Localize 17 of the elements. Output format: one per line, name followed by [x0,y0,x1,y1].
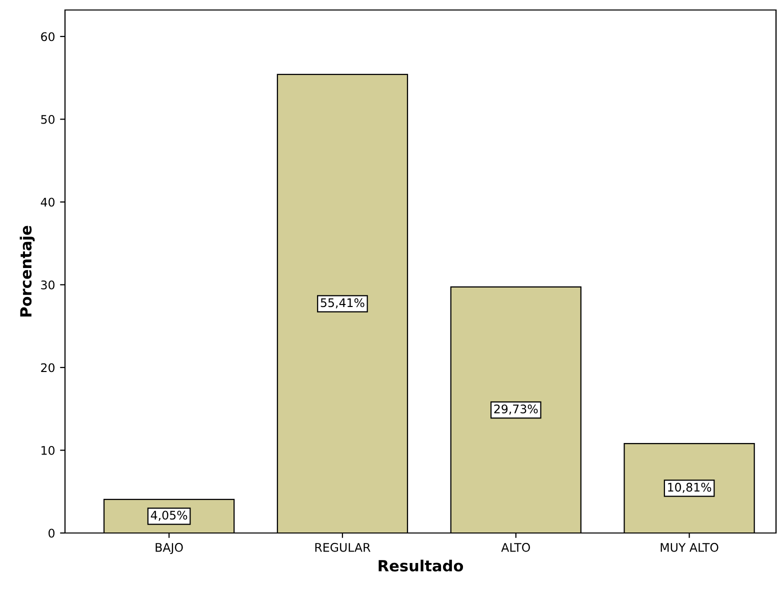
x-tick-label: BAJO [156,542,183,554]
y-tick-label: 30 [41,280,54,290]
y-tick-label: 10 [42,446,54,455]
y-tick-label: 60 [41,32,54,42]
y-tick-label: 20 [41,363,54,372]
data-label: 55,41% [320,298,364,308]
x-tick-label: REGULAR [315,542,370,552]
x-tick-label: ALTO [501,542,530,552]
y-tick-label: 40 [40,198,54,207]
data-label: 4,05% [150,510,188,521]
data-label: 29,73% [494,404,538,415]
x-tick-label: MUY ALTO [660,542,718,552]
data-label: 10,81% [668,482,712,493]
y-tick-label: 50 [41,114,54,124]
y-axis-title: Porcentaje [20,226,35,316]
y-tick-label: 0 [48,528,54,538]
x-axis-title: Resultado [378,560,464,572]
